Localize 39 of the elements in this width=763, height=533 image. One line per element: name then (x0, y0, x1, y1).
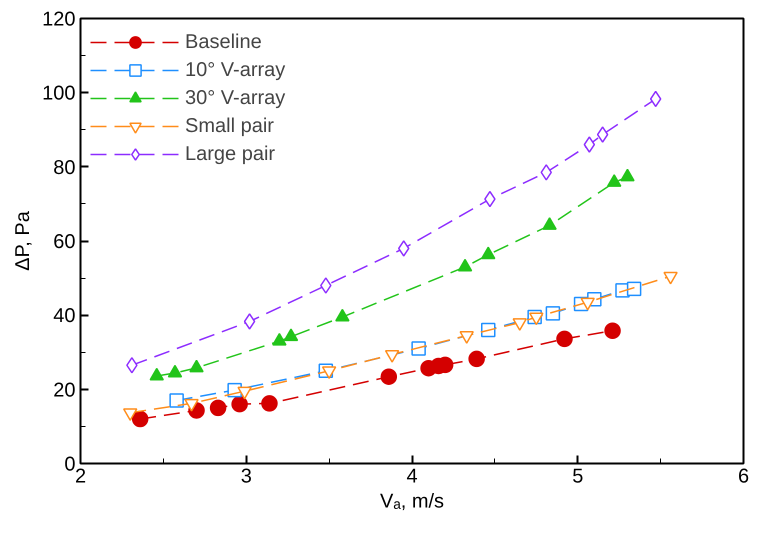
point (244, 313, 256, 330)
point (132, 410, 148, 428)
point (584, 136, 596, 153)
x-axis-title: Vₐ, m/s (380, 490, 444, 512)
point (231, 396, 248, 412)
y-tick-label: 120 (42, 8, 76, 30)
point (484, 190, 496, 208)
x-tick-label: 4 (406, 466, 418, 488)
legend-label: 30° V-array (185, 86, 286, 110)
point (596, 126, 608, 143)
y-tick-label: 80 (53, 156, 76, 179)
point (626, 282, 642, 296)
point (398, 240, 410, 257)
point (261, 395, 278, 412)
point (468, 350, 485, 368)
point (546, 306, 560, 321)
x-tick-label: 6 (738, 466, 750, 488)
x-tick-label: 3 (240, 466, 252, 488)
y-tick-label: 60 (53, 231, 76, 253)
point (540, 164, 552, 181)
legend-label: Baseline (185, 30, 262, 54)
point (126, 356, 138, 374)
y-tick-label: 20 (53, 379, 76, 402)
y-tick-label: 100 (42, 82, 76, 105)
y-axis-title: ΔP, Pa (12, 210, 34, 271)
point (320, 277, 332, 294)
point (650, 90, 662, 108)
point (556, 330, 573, 348)
x-tick-label: 5 (572, 466, 584, 488)
legend-label: Small pair (185, 114, 274, 138)
x-tick-label: 2 (74, 466, 86, 488)
point (604, 322, 621, 339)
point (169, 393, 184, 408)
point (380, 368, 398, 385)
y-tick-label: 40 (53, 305, 76, 328)
legend-label: 10° V-array (185, 58, 286, 82)
legend-label: Large pair (185, 142, 276, 166)
point (210, 400, 226, 416)
y-tick-label: 0 (64, 454, 76, 476)
